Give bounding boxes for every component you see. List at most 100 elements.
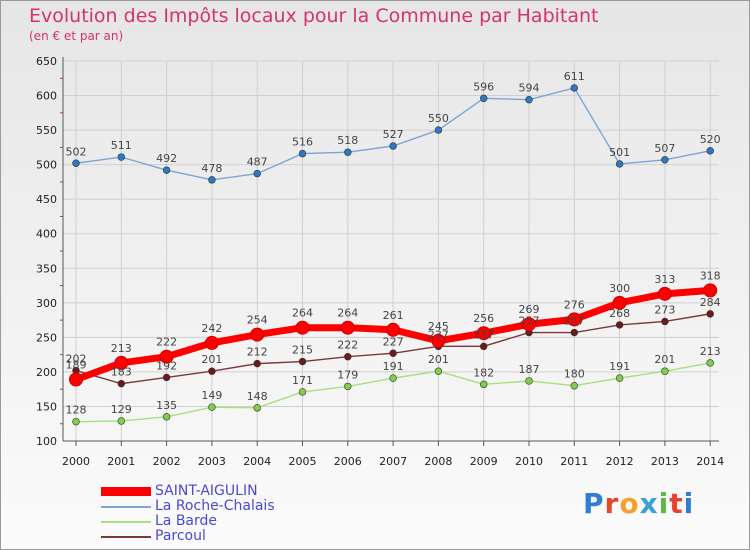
data-point-parcoul [706, 310, 714, 318]
data-label-la-barde: 187 [519, 363, 540, 376]
data-point-la-barde [480, 380, 488, 389]
data-point-parcoul [480, 342, 488, 351]
data-point-la-roche-chalais [480, 94, 488, 103]
data-point-saint-aigulin [431, 333, 446, 348]
logo-letter: r [604, 487, 620, 520]
data-label-saint-aigulin: 242 [201, 322, 222, 335]
data-label-la-roche-chalais: 511 [111, 139, 132, 152]
data-label-la-roche-chalais: 516 [292, 136, 313, 149]
data-point-parcoul [253, 359, 261, 368]
x-tick-label: 2003 [198, 455, 226, 468]
data-label-la-barde: 201 [428, 353, 449, 366]
data-label-saint-aigulin: 213 [111, 342, 132, 355]
data-point-la-barde [389, 374, 397, 382]
data-label-la-barde: 149 [201, 389, 222, 402]
data-label-la-barde: 201 [654, 353, 675, 366]
chart-subtitle: (en € et par an) [29, 29, 124, 43]
data-point-la-barde [298, 388, 307, 396]
data-point-la-barde [72, 417, 80, 426]
data-point-saint-aigulin [703, 283, 718, 298]
data-point-la-roche-chalais [434, 126, 443, 134]
chart-title: Evolution des Impôts locaux pour la Comm… [29, 5, 599, 27]
data-label-la-barde: 148 [247, 390, 268, 403]
data-label-la-barde: 191 [383, 360, 404, 373]
data-point-la-roche-chalais [253, 169, 261, 178]
legend-swatch-la-barde [101, 521, 151, 523]
data-point-saint-aigulin [522, 317, 536, 332]
data-point-saint-aigulin [386, 322, 401, 337]
data-label-parcoul: 183 [111, 366, 132, 379]
data-point-saint-aigulin [340, 320, 355, 335]
data-label-la-roche-chalais: 487 [247, 156, 268, 169]
y-tick-label: 150 [36, 400, 57, 413]
data-point-parcoul [162, 373, 171, 382]
data-label-la-roche-chalais: 492 [156, 152, 177, 165]
data-label-saint-aigulin: 222 [156, 336, 177, 349]
grid-layer [63, 60, 719, 442]
data-label-la-barde: 179 [337, 368, 358, 381]
data-point-parcoul [117, 379, 126, 388]
data-point-la-barde [208, 403, 216, 411]
data-point-saint-aigulin [612, 295, 627, 310]
data-label-la-roche-chalais: 596 [473, 80, 494, 93]
data-point-parcoul [208, 367, 216, 375]
data-point-saint-aigulin [567, 312, 582, 327]
data-label-parcoul: 257 [519, 315, 540, 328]
data-point-saint-aigulin [295, 320, 310, 335]
y-tick-label: 300 [36, 297, 57, 310]
data-label-parcoul: 273 [654, 303, 675, 316]
data-label-la-barde: 171 [292, 374, 313, 387]
x-tick-label: 2000 [62, 455, 90, 468]
data-point-saint-aigulin [250, 327, 265, 342]
data-point-la-roche-chalais [208, 176, 216, 184]
y-tick-label: 350 [36, 262, 57, 275]
x-tick-label: 2004 [243, 455, 271, 468]
axis-layer: 100 150 200 250 300 350 400 450 500 550 600 650 2000… [36, 55, 724, 468]
data-point-saint-aigulin [476, 326, 491, 341]
y-tick-label: 650 [36, 55, 57, 68]
data-point-la-barde [661, 367, 669, 375]
data-point-la-barde [344, 382, 352, 391]
data-point-la-roche-chalais [615, 160, 624, 168]
data-point-parcoul [298, 357, 307, 366]
x-tick-label: 2001 [107, 455, 135, 468]
data-label-saint-aigulin: 264 [337, 307, 358, 320]
data-label-parcoul: 284 [700, 296, 721, 309]
data-label-la-barde: 180 [564, 368, 585, 381]
data-label-parcoul: 237 [428, 328, 449, 341]
y-tick-label: 250 [36, 331, 57, 344]
data-point-saint-aigulin [114, 355, 129, 370]
data-point-la-barde [525, 377, 533, 385]
x-tick-label: 2013 [651, 455, 679, 468]
data-label-parcoul: 222 [337, 339, 358, 352]
data-label-la-roche-chalais: 478 [201, 162, 222, 175]
series-saint-aigulin [69, 283, 718, 387]
legend-label-la-barde: La Barde [155, 513, 218, 529]
data-point-la-barde [615, 374, 624, 382]
legend-label-parcoul: Parcoul [155, 528, 206, 544]
data-label-saint-aigulin: 261 [383, 309, 404, 322]
data-label-la-barde: 191 [609, 360, 630, 373]
data-point-la-barde [570, 382, 578, 390]
data-label-la-roche-chalais: 502 [66, 145, 87, 158]
data-label-la-barde: 182 [473, 366, 494, 379]
data-label-saint-aigulin: 254 [247, 314, 268, 327]
data-label-saint-aigulin: 313 [654, 273, 675, 286]
data-point-la-barde [162, 413, 171, 421]
data-point-la-roche-chalais [525, 95, 533, 104]
data-label-layer: 502 511 492 478 487 516 518 527 550 596 594 611 501 5… [66, 70, 721, 417]
data-point-la-roche-chalais [117, 153, 126, 161]
data-label-parcoul: 257 [564, 315, 585, 328]
data-label-saint-aigulin: 264 [292, 307, 313, 320]
y-tick-label: 200 [36, 366, 57, 379]
data-point-parcoul [661, 317, 669, 326]
data-label-parcoul: 201 [201, 353, 222, 366]
data-label-la-barde: 129 [111, 403, 132, 416]
y-tick-label: 400 [36, 228, 57, 241]
proxiti-logo: Proxiti [583, 487, 694, 520]
data-label-parcoul: 192 [156, 359, 177, 372]
data-label-la-roche-chalais: 520 [700, 133, 721, 146]
data-label-la-roche-chalais: 518 [337, 134, 358, 147]
data-label-parcoul: 237 [473, 328, 494, 341]
